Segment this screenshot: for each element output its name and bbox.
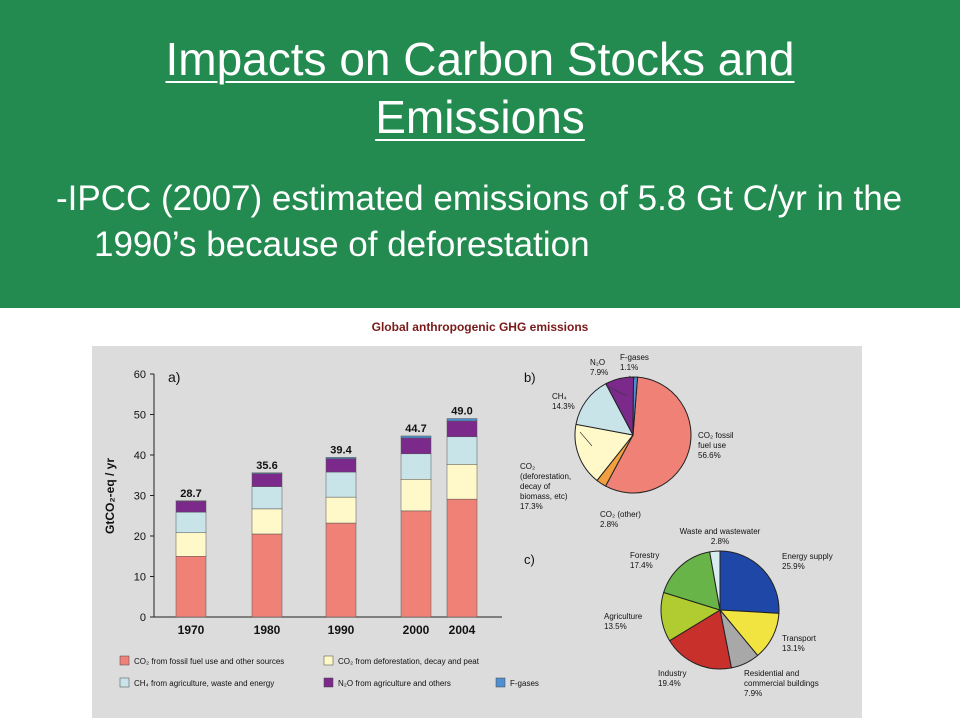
bar-total-label: 39.4 — [330, 444, 352, 456]
pie-c-label-agriculture: 13.5% — [604, 622, 627, 631]
bar-segment — [401, 479, 431, 511]
pie-c-slice — [720, 551, 779, 613]
pie-c-label-industry: Industry — [658, 669, 686, 678]
pie-b-label-deforest: 17.3% — [520, 502, 543, 511]
bar-segment — [176, 556, 206, 617]
bar-segment — [176, 512, 206, 533]
bar-segment — [447, 499, 477, 617]
panel-c-label: c) — [524, 552, 535, 567]
legend-label: F-gases — [510, 679, 539, 688]
bar-category-label: 1990 — [328, 623, 355, 637]
figure-svg: a) GtCO₂-eq / yr 0 10 20 30 40 50 60 28.7 1970 35.6… — [92, 346, 862, 718]
pie-c-label-waste: Waste and wastewater — [680, 527, 761, 536]
bar-segment — [326, 459, 356, 472]
bar-total-label: 35.6 — [256, 460, 277, 472]
pie-c-label-buildings: 7.9% — [744, 689, 762, 698]
bar-segment — [252, 509, 282, 534]
bar-ytick-label: 60 — [134, 369, 146, 381]
bar-ytick-label: 20 — [134, 531, 146, 543]
bar-segment — [326, 497, 356, 523]
bar-segment — [252, 474, 282, 487]
pie-c-label-forestry: 17.4% — [630, 561, 653, 570]
bar-segment — [447, 419, 477, 421]
pie-b-label-fgas: F-gases — [620, 353, 649, 362]
bar-segment — [401, 438, 431, 454]
bar-segment — [401, 511, 431, 617]
pie-b-label-deforest: decay of — [520, 482, 551, 491]
pie-c-label-energy: Energy supply — [782, 552, 833, 561]
pie-b-label-ch4: CH₄ — [552, 392, 567, 401]
pie-b-label-n2o: N₂O — [590, 358, 605, 367]
slide-bullet: -IPCC (2007) estimated emissions of 5.8 … — [56, 176, 960, 268]
figure-title: Global anthropogenic GHG emissions — [0, 320, 960, 334]
legend-label: CO₂ from fossil fuel use and other sourc… — [134, 657, 284, 666]
title-line-2: Emissions — [0, 88, 960, 146]
pie-c-label-transport: 13.1% — [782, 644, 805, 653]
pie-b-label-fossil: CO₂ fossil — [698, 431, 734, 440]
bar-segment — [252, 487, 282, 509]
bar-segment — [326, 523, 356, 617]
legend-label: CO₂ from deforestation, decay and peat — [338, 657, 480, 666]
pie-c-label-buildings: commercial buildings — [744, 679, 819, 688]
legend-swatch — [120, 678, 129, 687]
pie-c-label-waste: 2.8% — [711, 537, 729, 546]
bar-category-label: 2000 — [403, 623, 430, 637]
pie-b-label-n2o: 7.9% — [590, 368, 608, 377]
bar-total-label: 44.7 — [405, 423, 426, 435]
pie-c-label-energy: 25.9% — [782, 562, 805, 571]
panel-b-label: b) — [524, 370, 536, 385]
pie-b-label-fossil: fuel use — [698, 441, 727, 450]
panel-a-label: a) — [168, 369, 180, 385]
pie-b-label-fossil: 56.6% — [698, 451, 721, 460]
legend-swatch — [324, 656, 333, 665]
bar-segment — [401, 436, 431, 438]
bar-segment — [252, 473, 282, 474]
figure-panel: a) GtCO₂-eq / yr 0 10 20 30 40 50 60 28.7 1970 35.6… — [92, 346, 862, 718]
bar-total-label: 28.7 — [180, 488, 201, 500]
slide-header: Impacts on Carbon Stocks and Emissions -… — [0, 0, 960, 308]
title-line-1: Impacts on Carbon Stocks and — [0, 30, 960, 88]
bar-ytick-label: 30 — [134, 491, 146, 503]
bar-ylabel: GtCO₂-eq / yr — [103, 458, 117, 534]
bar-segment — [176, 501, 206, 512]
pie-b-label-co2-other: CO₂ (other) — [600, 510, 641, 519]
bar-ytick-label: 0 — [140, 612, 146, 624]
pie-b-label-deforest: biomass, etc) — [520, 492, 568, 501]
pie-c-label-buildings: Residential and — [744, 669, 799, 678]
legend-swatch — [496, 678, 505, 687]
bar-segment — [176, 533, 206, 556]
bar-category-label: 2004 — [449, 623, 476, 637]
pie-c-label-forestry: Forestry — [630, 551, 659, 560]
bar-ytick-label: 50 — [134, 410, 146, 422]
pie-c-label-agriculture: Agriculture — [604, 612, 643, 621]
legend-swatch — [324, 678, 333, 687]
bar-ytick-label: 10 — [134, 572, 146, 584]
bar-segment — [447, 421, 477, 437]
bar-segment — [326, 472, 356, 497]
bar-segment — [401, 454, 431, 480]
pie-b-label-fgas: 1.1% — [620, 363, 638, 372]
bar-segment — [326, 457, 356, 458]
pie-b-label-co2-other: 2.8% — [600, 520, 618, 529]
pie-c-label-transport: Transport — [782, 634, 817, 643]
bar-total-label: 49.0 — [451, 406, 472, 418]
pie-b-label-deforest: CO₂ — [520, 462, 535, 471]
bar-category-label: 1970 — [178, 623, 205, 637]
legend-label: N₂O from agriculture and others — [338, 679, 451, 688]
bar-segment — [252, 534, 282, 617]
legend-label: CH₄ from agriculture, waste and energy — [134, 679, 274, 688]
pie-b-label-ch4: 14.3% — [552, 402, 575, 411]
pie-b-label-deforest: (deforestation, — [520, 472, 571, 481]
bar-segment — [447, 464, 477, 499]
legend-swatch — [120, 656, 129, 665]
bar-category-label: 1980 — [254, 623, 281, 637]
slide-title: Impacts on Carbon Stocks and Emissions — [0, 30, 960, 146]
bar-segment — [447, 437, 477, 465]
bar-ytick-label: 40 — [134, 450, 146, 462]
pie-c-label-industry: 19.4% — [658, 679, 681, 688]
